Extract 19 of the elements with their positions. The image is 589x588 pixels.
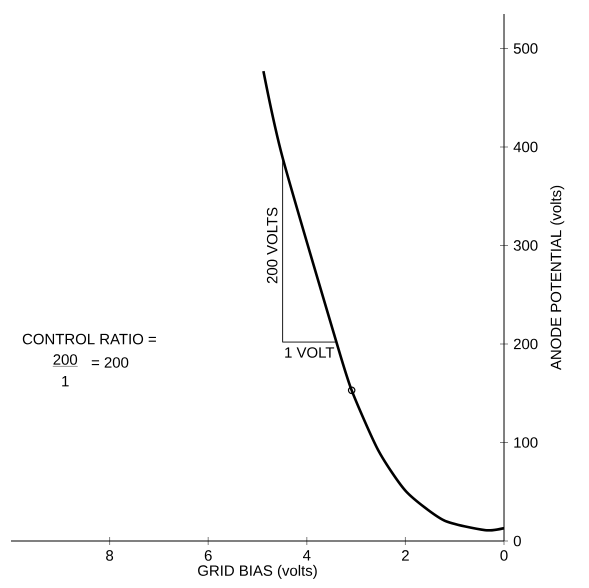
annotation: 1 VOLT — [285, 347, 334, 358]
annotation: CONTROL RATIO = — [22, 334, 156, 344]
annotation: 200 — [54, 354, 78, 365]
y-axis-title: ANODE POTENTIAL (volts) — [550, 186, 564, 370]
y-tick-label: 100 — [514, 437, 538, 448]
y-tick-label: 0 — [514, 536, 521, 546]
y-tick-label: 500 — [514, 43, 538, 54]
x-tick-label: 4 — [302, 550, 311, 560]
annotation: 1 — [62, 376, 69, 386]
annotation: = 200 — [92, 357, 128, 368]
x-tick-label: 0 — [500, 550, 508, 561]
y-tick-label: 400 — [514, 142, 538, 152]
x-tick-label: 2 — [402, 550, 409, 561]
x-axis-title: GRID BIAS (volts) — [198, 564, 317, 579]
annotation: 200 VOLTS — [266, 208, 278, 284]
y-tick-label: 200 — [514, 338, 538, 350]
x-tick-label: 8 — [106, 550, 114, 561]
x-tick-label: 6 — [204, 550, 212, 561]
y-tick-label: 300 — [514, 240, 538, 251]
